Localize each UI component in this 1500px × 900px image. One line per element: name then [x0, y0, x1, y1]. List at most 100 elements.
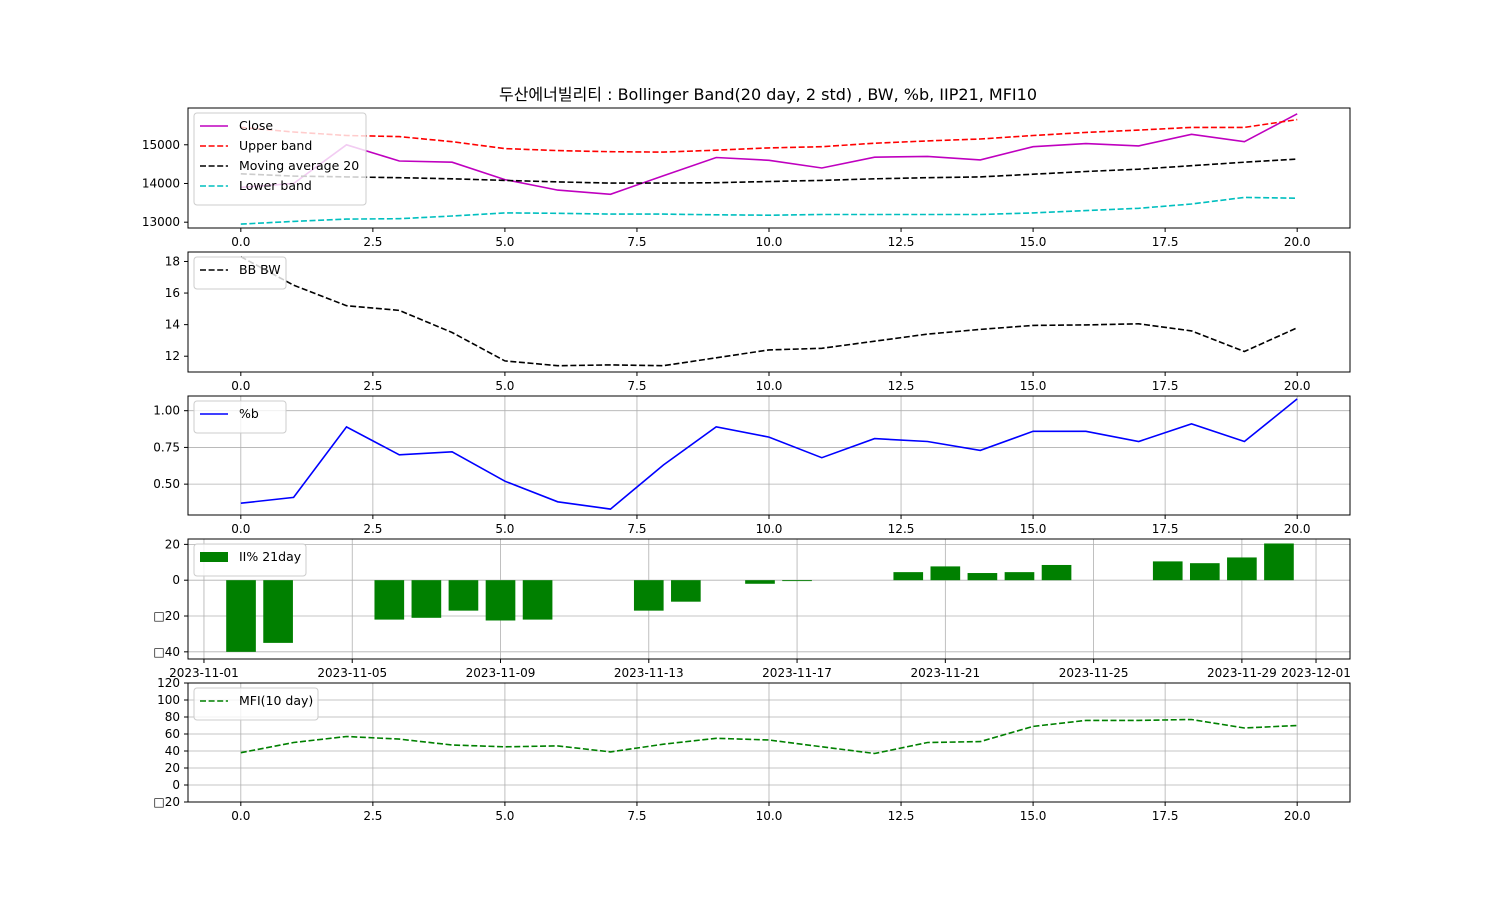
- series-group: [226, 543, 1294, 652]
- figure-title: 두산에너빌리티 : Bollinger Band(20 day, 2 std) …: [499, 85, 1037, 104]
- legend: Close Upper band Moving average 20 Lower ba…: [193, 112, 367, 206]
- series-line-bb-bw: [240, 255, 1298, 367]
- series-line-close: [240, 113, 1298, 196]
- x-tick-label: 10.0: [756, 379, 783, 393]
- x-tick-label: 20.0: [1284, 522, 1311, 536]
- x-tick-label: 2023-11-17: [762, 666, 832, 680]
- legend-box: [193, 256, 287, 290]
- bar: [411, 580, 442, 618]
- x-tick-label: 2023-12-01: [1281, 666, 1351, 680]
- legend-label: Lower band: [239, 178, 312, 193]
- y-tick-label: 120: [157, 676, 180, 690]
- y-tick-label: 100: [157, 693, 180, 707]
- grid-lines: [188, 396, 1350, 515]
- legend-box: [193, 687, 319, 721]
- x-tick-label: 5.0: [495, 379, 514, 393]
- chart-panel-2: 0.0 2.5 5.0 7.5 10.0 12.5 15.0 17.5 20.0 12 14 16 18…: [165, 251, 1351, 393]
- bar: [930, 566, 961, 581]
- x-tick-label: 20.0: [1284, 379, 1311, 393]
- legend-label: Upper band: [239, 138, 312, 153]
- x-tick-label: 7.5: [627, 522, 646, 536]
- bar: [1264, 543, 1294, 581]
- y-tick-label: 13000: [142, 215, 180, 229]
- legend-label: MFI(10 day): [239, 693, 313, 708]
- legend: II% 21day: [193, 543, 307, 577]
- x-tick-label: 2.5: [363, 379, 382, 393]
- x-tick-label: 2.5: [363, 522, 382, 536]
- chart-panel-5: 0.0 2.5 5.0 7.5 10.0 12.5 15.0 17.5 20.0 □20 0 20 40…: [153, 676, 1351, 823]
- x-tick-label: 2023-11-25: [1059, 666, 1129, 680]
- x-tick-label: 2023-11-13: [614, 666, 684, 680]
- bar: [485, 580, 516, 621]
- x-tick-label: 0.0: [231, 809, 250, 823]
- chart-panels: 0.0 2.5 5.0 7.5 10.0 12.5 15.0 17.5 20.013000140…: [142, 107, 1351, 823]
- grid-lines: [188, 682, 1350, 803]
- y-tick-label: 40: [165, 744, 180, 758]
- y-tick-label: 60: [165, 727, 180, 741]
- x-tick-label: 17.5: [1152, 522, 1179, 536]
- ticks: 2023-11-01 2023-11-05 2023-11-09 2023-11-13…: [153, 537, 1351, 680]
- bar: [967, 573, 998, 581]
- x-tick-label: 15.0: [1020, 235, 1047, 249]
- series-line-mfi-10-day-: [240, 718, 1298, 755]
- legend-label: %b: [239, 406, 259, 421]
- y-tick-label: □20: [153, 609, 180, 623]
- bar: [1227, 557, 1257, 581]
- legend-label: II% 21day: [239, 549, 302, 564]
- y-tick-label: 0: [172, 573, 180, 587]
- x-tick-label: 2023-11-05: [317, 666, 387, 680]
- legend-label: Close: [239, 118, 273, 133]
- x-tick-label: 5.0: [495, 809, 514, 823]
- x-tick-label: 7.5: [627, 235, 646, 249]
- x-tick-label: 7.5: [627, 379, 646, 393]
- y-tick-label: 80: [165, 710, 180, 724]
- x-tick-label: 12.5: [888, 235, 915, 249]
- x-tick-label: 15.0: [1020, 809, 1047, 823]
- x-tick-label: 2.5: [363, 809, 382, 823]
- y-tick-label: 0.75: [153, 440, 180, 454]
- axes-frame: [187, 538, 1351, 660]
- y-tick-label: □40: [153, 645, 180, 659]
- x-tick-label: 0.0: [231, 235, 250, 249]
- series-group: [240, 113, 1298, 225]
- y-tick-label: 0: [172, 778, 180, 792]
- y-tick-label: 20: [165, 537, 180, 551]
- grid-lines: [188, 539, 1350, 659]
- series-group: [240, 255, 1298, 367]
- x-tick-label: 2.5: [363, 235, 382, 249]
- chart-panel-3: 0.0 2.5 5.0 7.5 10.0 12.5 15.0 17.5 20.0 0.50 0.75…: [153, 395, 1351, 536]
- series-group: [240, 718, 1298, 755]
- x-tick-label: 5.0: [495, 235, 514, 249]
- bar: [671, 580, 701, 602]
- bar: [782, 580, 812, 582]
- y-tick-label: 12: [165, 349, 180, 363]
- y-tick-label: 14000: [142, 176, 180, 190]
- x-tick-label: 12.5: [888, 809, 915, 823]
- bar: [374, 580, 405, 620]
- x-tick-label: 5.0: [495, 522, 514, 536]
- bar: [1189, 563, 1220, 581]
- x-tick-label: 15.0: [1020, 379, 1047, 393]
- y-tick-label: 1.00: [153, 404, 180, 418]
- x-tick-label: 20.0: [1284, 809, 1311, 823]
- x-tick-label: 17.5: [1152, 379, 1179, 393]
- y-tick-label: 0.50: [153, 477, 180, 491]
- bar: [893, 572, 924, 581]
- bar: [745, 580, 775, 584]
- bar: [1152, 561, 1183, 581]
- x-tick-label: 0.0: [231, 522, 250, 536]
- y-tick-label: 16: [165, 286, 180, 300]
- legend-swatch: [200, 552, 228, 562]
- bar: [448, 580, 479, 611]
- y-tick-label: 14: [165, 318, 180, 332]
- x-tick-label: 12.5: [888, 379, 915, 393]
- chart-panel-4: 2023-11-01 2023-11-05 2023-11-09 2023-11-13…: [153, 537, 1351, 680]
- x-tick-label: 17.5: [1152, 235, 1179, 249]
- bar: [1041, 564, 1072, 581]
- ticks: 0.0 2.5 5.0 7.5 10.0 12.5 15.0 17.5 20.0 13000 140…: [142, 138, 1311, 249]
- series-line--b: [240, 398, 1298, 510]
- x-tick-label: 17.5: [1152, 809, 1179, 823]
- legend-label: BB BW: [239, 262, 281, 277]
- bar: [226, 580, 256, 652]
- bar: [633, 580, 664, 611]
